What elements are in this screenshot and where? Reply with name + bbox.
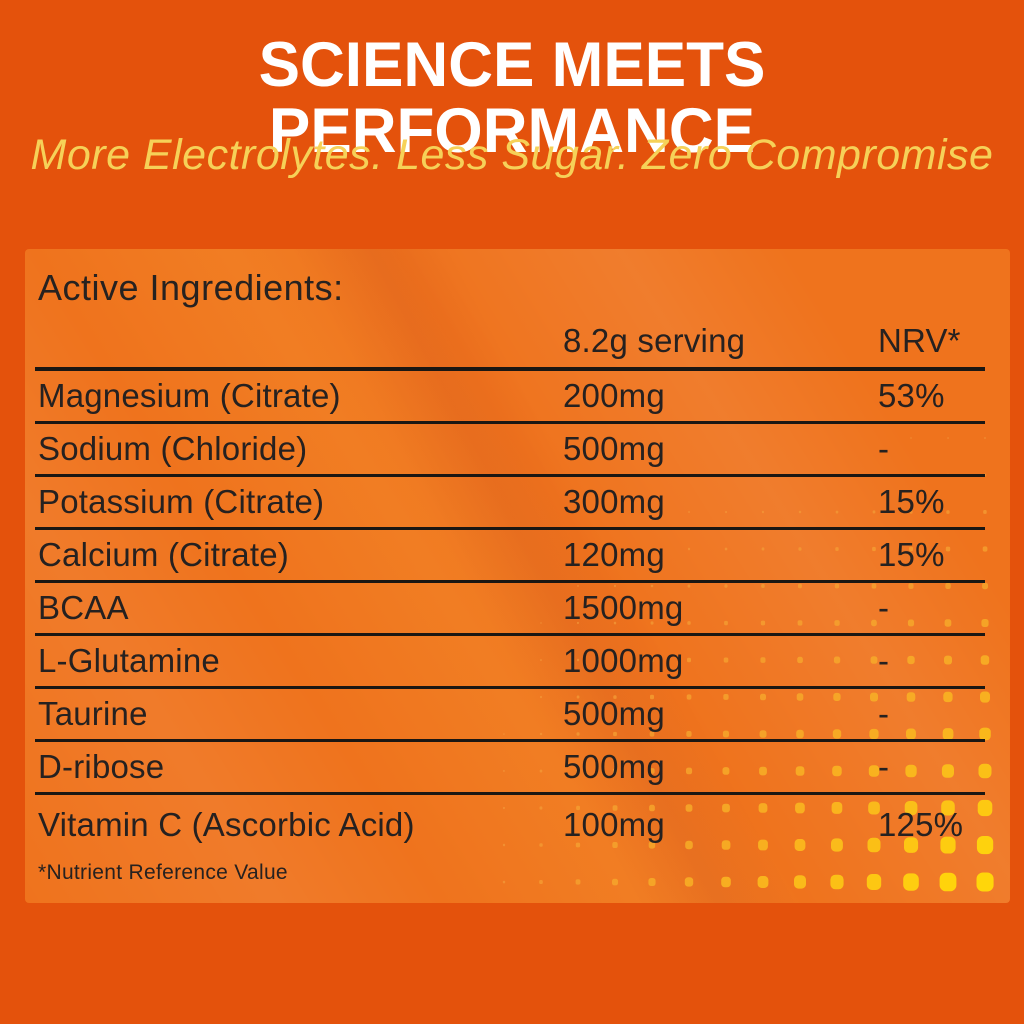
ingredient-nrv: - [878, 642, 890, 679]
ingredient-nrv: 125% [878, 806, 964, 843]
ingredient-name: D-ribose [38, 748, 165, 785]
ingredient-name: Magnesium (Citrate) [38, 377, 341, 414]
ingredient-amount: 1000mg [563, 642, 684, 679]
panel-heading: Active Ingredients: [38, 267, 344, 308]
page-title: SCIENCE MEETS PERFORMANCE [258, 30, 766, 167]
nrv-footnote: *Nutrient Reference Value [38, 861, 288, 884]
ingredient-amount: 500mg [563, 748, 665, 785]
ingredient-nrv: - [878, 589, 890, 626]
panel-content: Active Ingredients: 8.2g serving NRV* Ma… [25, 249, 1010, 903]
ingredient-row: BCAA 1500mg - [35, 583, 985, 636]
ingredient-amount: 1500mg [563, 589, 684, 626]
ingredient-amount: 200mg [563, 377, 665, 414]
ingredient-amount: 500mg [563, 430, 665, 467]
ingredient-amount: 500mg [563, 695, 665, 732]
ingredient-row: Taurine 500mg - [35, 689, 985, 742]
ingredient-amount: 120mg [563, 536, 665, 573]
ingredient-nrv: 15% [878, 536, 945, 573]
ingredients-table: 8.2g serving NRV* Magnesium (Citrate) 200… [35, 309, 985, 855]
ingredient-row: L-Glutamine 1000mg - [35, 636, 985, 689]
ingredient-name: L-Glutamine [38, 642, 220, 679]
ingredient-row: Sodium (Chloride) 500mg - [35, 424, 985, 477]
ingredient-name: Calcium (Citrate) [38, 536, 289, 573]
column-header-serving: 8.2g serving [563, 322, 746, 359]
halftone-dots-decoration [502, 437, 994, 892]
ingredient-row: D-ribose 500mg - [35, 742, 985, 795]
table-body: Magnesium (Citrate) 200mg 53% Sodium (Chlor… [35, 371, 985, 855]
ingredient-nrv: - [878, 748, 890, 785]
ingredient-amount: 100mg [563, 806, 665, 843]
ingredient-nrv: - [878, 430, 890, 467]
ingredient-name: Potassium (Citrate) [38, 483, 325, 520]
ingredient-nrv: 53% [878, 377, 945, 414]
ingredient-name: Vitamin C (Ascorbic Acid) [38, 806, 415, 843]
ingredient-name: Sodium (Chloride) [38, 430, 308, 467]
ingredient-row: Potassium (Citrate) 300mg 15% [35, 477, 985, 530]
ingredient-nrv: - [878, 695, 890, 732]
ingredient-row: Calcium (Citrate) 120mg 15% [35, 530, 985, 583]
ingredient-name: Taurine [38, 695, 148, 732]
column-header-nrv: NRV* [878, 322, 961, 359]
table-header-row: 8.2g serving NRV* [35, 309, 985, 371]
page-subtitle: More Electrolytes. Less Sugar. Zero Comp… [30, 131, 994, 179]
column-header-ingredient [35, 360, 563, 367]
active-ingredients-panel: Active Ingredients: 8.2g serving NRV* Ma… [25, 249, 1010, 903]
ingredient-nrv: 15% [878, 483, 945, 520]
ingredient-amount: 300mg [563, 483, 665, 520]
ingredient-row: Magnesium (Citrate) 200mg 53% [35, 371, 985, 424]
ingredient-row: Vitamin C (Ascorbic Acid) 100mg 125% [35, 795, 985, 855]
ingredient-name: BCAA [38, 589, 129, 626]
